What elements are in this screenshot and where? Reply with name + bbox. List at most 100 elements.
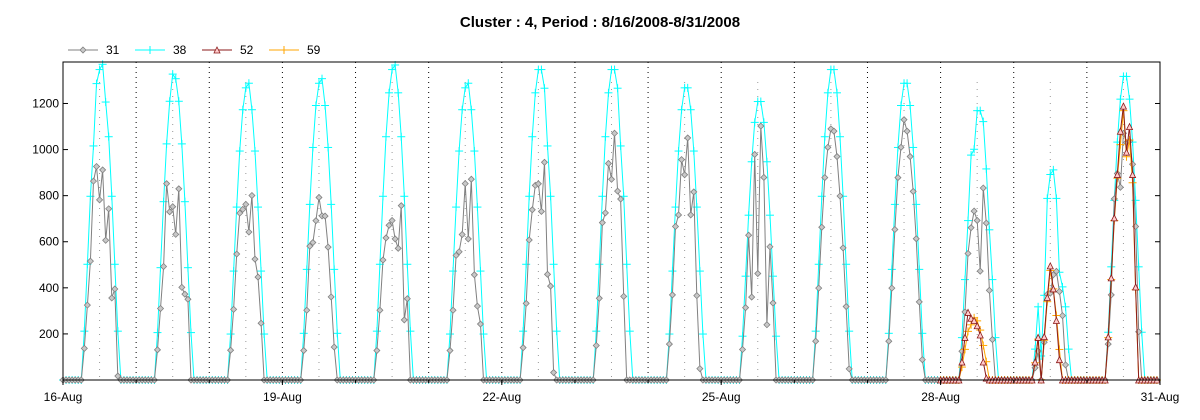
point-31 xyxy=(985,286,993,294)
point-38 xyxy=(165,97,174,106)
point-38 xyxy=(698,330,707,339)
point-38 xyxy=(333,329,342,338)
point-38 xyxy=(388,65,397,74)
point-38 xyxy=(772,332,781,341)
point-38 xyxy=(1043,194,1052,203)
point-38 xyxy=(464,79,473,88)
point-38 xyxy=(613,84,622,93)
point-31 xyxy=(376,306,384,314)
point-38 xyxy=(896,101,905,110)
point-31 xyxy=(1116,183,1124,191)
point-38 xyxy=(250,147,259,156)
legend-label: 31 xyxy=(106,43,120,57)
point-31 xyxy=(169,203,177,211)
point-38 xyxy=(458,105,467,114)
point-31 xyxy=(766,243,774,251)
point-38 xyxy=(232,203,241,212)
point-38 xyxy=(887,265,896,274)
point-31 xyxy=(598,219,606,227)
point-52 xyxy=(973,321,981,330)
point-31 xyxy=(674,211,683,219)
point-31 xyxy=(903,127,911,135)
point-31 xyxy=(236,209,244,217)
point-31 xyxy=(324,243,332,251)
point-38 xyxy=(982,164,991,173)
point-31 xyxy=(254,273,262,281)
point-38 xyxy=(372,327,381,336)
point-31 xyxy=(601,209,609,217)
point-38 xyxy=(397,132,406,141)
point-38 xyxy=(311,101,320,110)
point-52 xyxy=(1113,170,1121,178)
point-31 xyxy=(86,257,94,265)
point-31 xyxy=(391,235,399,243)
point-31 xyxy=(233,250,241,258)
point-31 xyxy=(540,158,549,166)
point-52 xyxy=(976,331,984,339)
point-31 xyxy=(830,127,838,135)
point-59 xyxy=(1125,136,1134,145)
point-38 xyxy=(695,267,704,276)
point-31 xyxy=(306,242,314,250)
point-31 xyxy=(912,235,920,243)
point-38 xyxy=(235,147,244,156)
legend-label: 59 xyxy=(307,43,321,57)
point-38 xyxy=(970,145,979,154)
point-38 xyxy=(186,328,195,337)
point-31 xyxy=(1061,361,1070,369)
point-38 xyxy=(324,143,333,152)
point-52 xyxy=(1049,285,1057,293)
series-31 xyxy=(59,116,1161,384)
point-31 xyxy=(446,346,454,355)
point-38 xyxy=(604,88,613,97)
legend: 31 38 52 59 xyxy=(68,43,321,57)
point-38 xyxy=(689,147,698,156)
point-31 xyxy=(449,306,457,314)
x-tick-label: 25-Aug xyxy=(702,390,741,404)
point-31 xyxy=(184,295,192,303)
point-31 xyxy=(693,292,701,300)
x-tick-label: 22-Aug xyxy=(482,390,521,404)
point-31 xyxy=(665,340,673,348)
legend-item-31: 31 xyxy=(68,43,120,57)
point-31 xyxy=(604,159,613,168)
point-31 xyxy=(845,365,853,373)
point-31 xyxy=(315,193,323,202)
point-38 xyxy=(625,327,634,336)
point-38 xyxy=(257,267,266,276)
point-31 xyxy=(757,122,765,130)
point-38 xyxy=(171,74,180,83)
point-52 xyxy=(1043,293,1051,301)
point-38 xyxy=(470,147,479,156)
point-31 xyxy=(1055,287,1064,296)
point-31 xyxy=(610,129,619,137)
point-38 xyxy=(671,203,680,212)
point-38 xyxy=(979,117,988,126)
point-38 xyxy=(762,157,771,166)
point-31 xyxy=(687,211,695,219)
point-31 xyxy=(1129,160,1137,168)
point-38 xyxy=(686,105,695,114)
axis-layer: 200 400 600 800 1000 1200 16-Aug 19-Aug 22-Aug 25… xyxy=(32,61,1179,404)
point-38 xyxy=(238,105,247,114)
point-38 xyxy=(528,132,537,141)
point-31 xyxy=(153,346,162,354)
legend-item-59: 59 xyxy=(269,43,321,57)
point-38 xyxy=(595,260,604,269)
point-31 xyxy=(1052,267,1060,275)
point-38 xyxy=(677,105,686,114)
point-52 xyxy=(1055,355,1064,364)
point-38 xyxy=(226,330,235,339)
point-38 xyxy=(1122,72,1131,81)
point-38 xyxy=(750,118,759,127)
point-31 xyxy=(592,341,600,350)
point-38 xyxy=(1134,262,1143,271)
point-31 xyxy=(455,248,463,256)
point-31 xyxy=(918,356,926,364)
point-31 xyxy=(738,345,747,354)
point-31 xyxy=(620,292,628,300)
point-52 xyxy=(958,358,966,366)
point-31 xyxy=(988,336,996,344)
point-31 xyxy=(227,346,235,354)
point-31 xyxy=(522,299,530,307)
